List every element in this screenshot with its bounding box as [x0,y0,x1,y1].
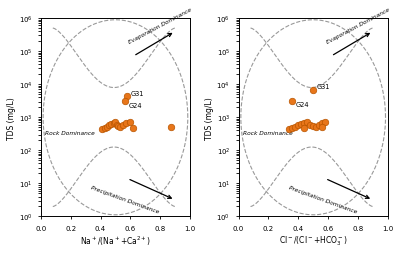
Text: Precipitation Dominance: Precipitation Dominance [90,184,160,214]
Point [127,121,134,125]
Text: G31: G31 [130,90,144,96]
Point [310,88,316,92]
Point [114,123,120,128]
Point [112,120,119,124]
Point [108,122,114,126]
Y-axis label: TDS (mg/L): TDS (mg/L) [7,97,16,139]
Point [130,126,137,130]
Point [319,126,325,130]
Point [304,120,310,124]
Point [322,121,328,125]
Text: G31: G31 [317,84,330,90]
Text: Rock Dominance: Rock Dominance [243,130,293,135]
Y-axis label: TDS (mg/L): TDS (mg/L) [205,97,214,139]
Point [316,123,322,128]
Point [313,125,319,130]
Text: G24: G24 [296,102,310,108]
Text: Evaporation Dominance: Evaporation Dominance [128,7,193,45]
Point [292,125,298,129]
Text: Evaporation Dominance: Evaporation Dominance [326,7,391,45]
Point [286,128,292,132]
Point [103,125,110,129]
Point [301,126,308,130]
Point [102,126,108,130]
Point [123,122,129,126]
Point [289,99,296,103]
Point [106,123,113,128]
Text: G24: G24 [129,102,142,108]
Point [295,123,302,128]
Point [111,121,117,125]
Point [115,124,122,128]
Point [310,124,316,128]
X-axis label: Cl$^-$/(Cl$^-$+HCO$_3^-$): Cl$^-$/(Cl$^-$+HCO$_3^-$) [279,234,348,247]
Point [301,121,308,125]
X-axis label: Na$^+$/(Na$^+$+Ca$^{2+}$): Na$^+$/(Na$^+$+Ca$^{2+}$) [80,234,151,247]
Point [319,122,325,126]
Text: Precipitation Dominance: Precipitation Dominance [288,184,357,214]
Point [168,126,174,130]
Point [124,95,130,99]
Point [120,123,126,128]
Point [117,125,123,130]
Point [99,128,105,132]
Text: Rock Dominance: Rock Dominance [45,130,95,135]
Point [307,123,314,128]
Point [289,126,296,130]
Point [298,122,304,126]
Point [122,100,128,104]
